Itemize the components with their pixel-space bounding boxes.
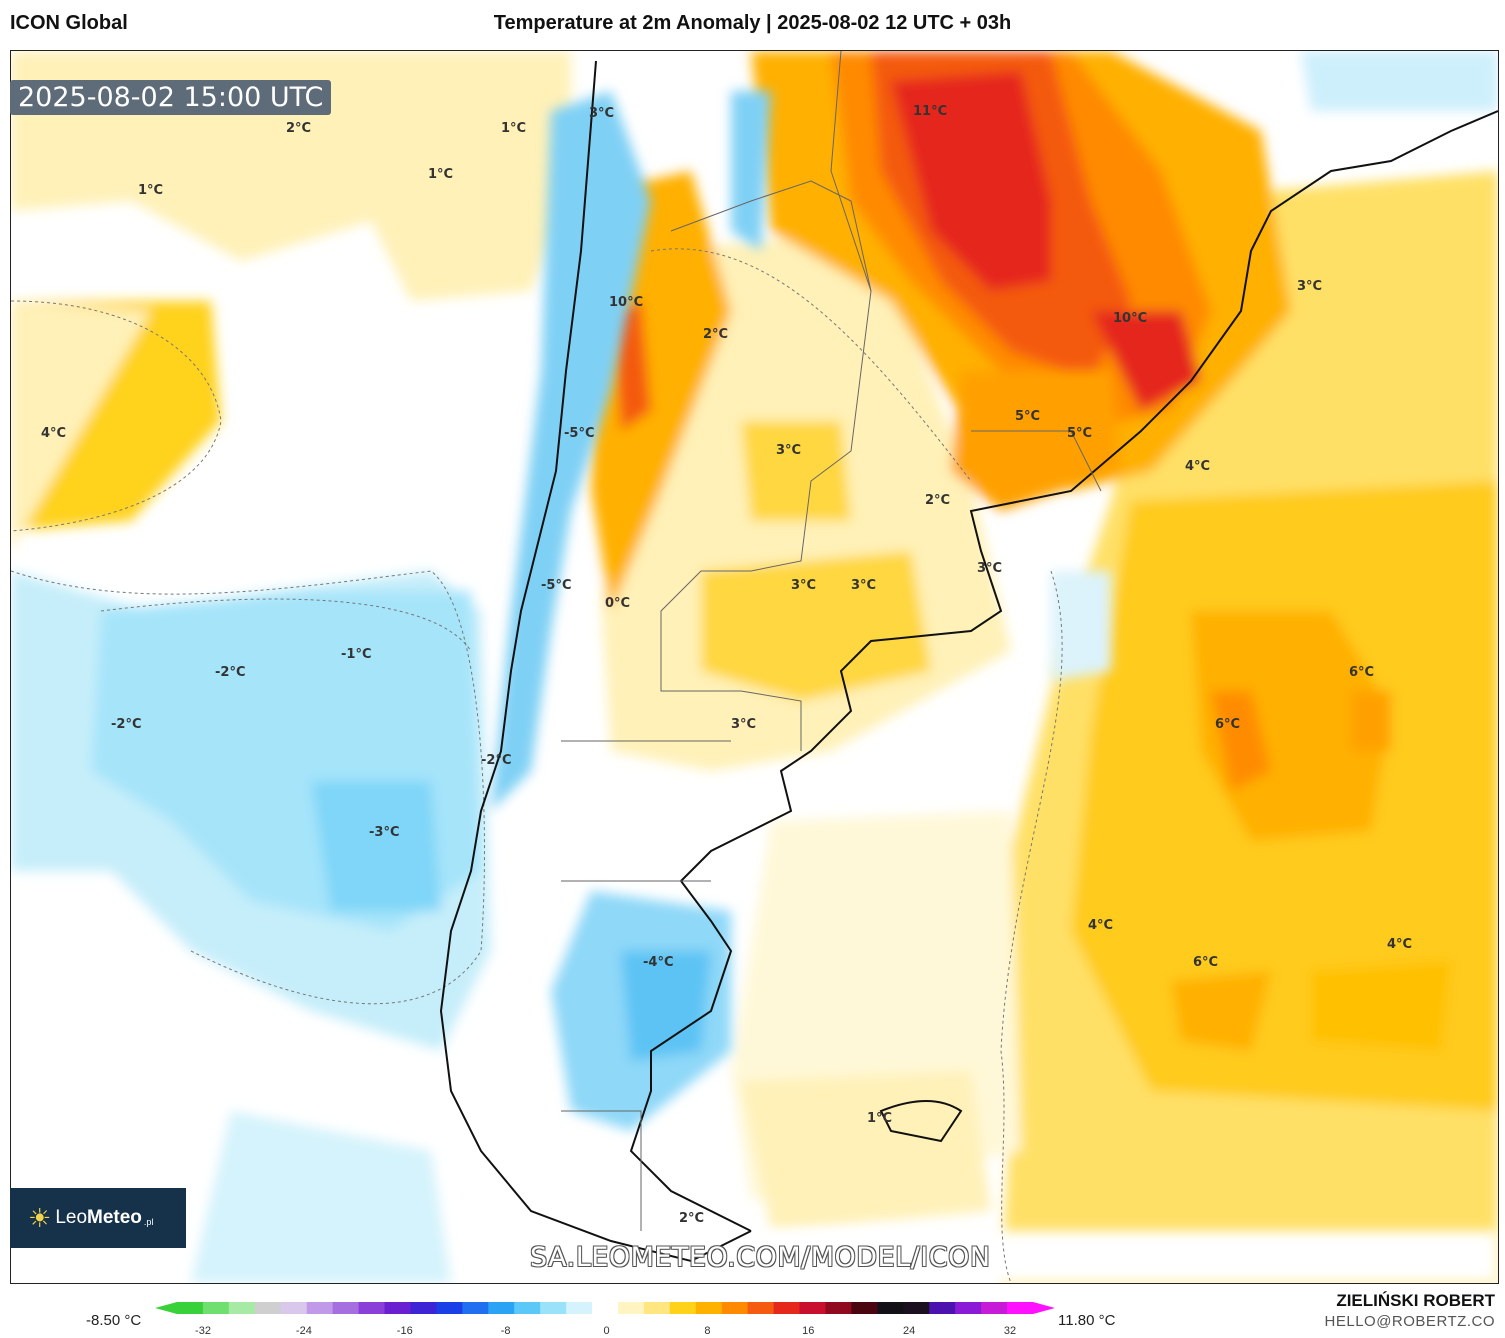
colorbar-swatch xyxy=(1007,1302,1034,1314)
colorbar-min-label: -8.50 °C xyxy=(86,1312,142,1329)
map-label: 3°C xyxy=(731,717,757,732)
map-label: 10°C xyxy=(1113,311,1148,326)
map-label: -5°C xyxy=(541,578,572,593)
colorbar-swatch xyxy=(410,1302,437,1314)
url-watermark: SA.LEOMETEO.COM/MODEL/ICON xyxy=(530,1242,991,1273)
map-label: -4°C xyxy=(643,955,674,970)
colorbar-swatch xyxy=(462,1302,489,1314)
colorbar-max-label: 11.80 °C xyxy=(1058,1312,1116,1329)
map-label: 2°C xyxy=(703,327,729,342)
map-label: 3°C xyxy=(851,578,877,593)
colorbar-swatch xyxy=(877,1302,904,1314)
map-label: 6°C xyxy=(1215,717,1241,732)
colorbar-swatch xyxy=(202,1302,230,1314)
colorbar-swatch xyxy=(592,1302,619,1314)
colorbar-swatch xyxy=(929,1302,956,1314)
map-label: -3°C xyxy=(369,825,400,840)
colorbar-swatch xyxy=(436,1302,463,1314)
map-label: -2°C xyxy=(111,717,142,732)
contour-lines xyxy=(11,248,1063,1283)
map-label: 11°C xyxy=(913,104,948,119)
sun-icon: ☀ xyxy=(28,1202,52,1233)
author-email: HELLO@ROBERTZ.CO xyxy=(1324,1313,1495,1330)
colorbar xyxy=(155,1302,1055,1314)
map-label: 5°C xyxy=(1067,426,1093,441)
colorbar-tick-label: 24 xyxy=(903,1325,916,1337)
colorbar-tick-label: 16 xyxy=(802,1325,815,1337)
colorbar-swatch xyxy=(254,1302,282,1314)
map-label: 10°C xyxy=(609,295,644,310)
map-label: 2°C xyxy=(286,121,312,136)
colorbar-left-arrow xyxy=(155,1302,177,1314)
colorbar-swatch xyxy=(177,1302,204,1314)
coastlines xyxy=(439,60,1498,1263)
colorbar-swatch xyxy=(721,1302,749,1314)
colorbar-swatch xyxy=(566,1302,593,1314)
map-label: -5°C xyxy=(564,426,595,441)
map-label: 1°C xyxy=(428,167,454,182)
cold-anomaly-fields xyxy=(11,51,1498,1283)
map-label: 3°C xyxy=(1297,279,1323,294)
map-label: 0°C xyxy=(605,596,631,611)
colorbar-swatch xyxy=(228,1302,256,1314)
brand-bold: Meteo xyxy=(87,1207,142,1228)
colorbar-swatch xyxy=(280,1302,308,1314)
map-label: 4°C xyxy=(1088,918,1114,933)
colorbar-swatch xyxy=(514,1302,541,1314)
colorbar-swatch xyxy=(306,1302,334,1314)
colorbar-swatch xyxy=(669,1302,697,1314)
valid-time-badge: 2025-08-02 15:00 UTC xyxy=(10,80,332,115)
colorbar-tick-label: 8 xyxy=(704,1325,711,1337)
map-label: -2°C xyxy=(481,753,512,768)
author-name: ZIELIŃSKI ROBERT xyxy=(1336,1291,1495,1310)
colorbar-tick-label: 32 xyxy=(1003,1325,1017,1337)
map-label: 2°C xyxy=(925,493,951,508)
colorbar-tick-label: -32 xyxy=(195,1325,211,1337)
map-label: 4°C xyxy=(41,426,67,441)
brand-suffix: .pl xyxy=(143,1217,154,1227)
map-label: 3°C xyxy=(776,443,802,458)
colorbar-tick-label: -16 xyxy=(396,1325,413,1337)
anomaly-map[interactable]: 3°C 2°C 1°C 1°C 1°C 11°C 10°C 10°C 2°C 3… xyxy=(10,50,1499,1284)
colorbar-swatch xyxy=(540,1302,567,1314)
colorbar-tick-label: 0 xyxy=(603,1325,610,1337)
map-label: 3°C xyxy=(791,578,817,593)
colorbar-swatch xyxy=(384,1302,411,1314)
colorbar-swatch xyxy=(747,1302,775,1314)
colorbar-swatch xyxy=(617,1302,645,1314)
colorbar-swatch xyxy=(981,1302,1008,1314)
colorbar-swatch xyxy=(488,1302,515,1314)
colorbar-swatch xyxy=(695,1302,723,1314)
chart-title: Temperature at 2m Anomaly | 2025-08-02 1… xyxy=(493,12,1012,34)
leometeo-logo[interactable]: ☀ LeoMeteo .pl xyxy=(10,1188,186,1248)
colorbar-right-arrow xyxy=(1033,1302,1055,1314)
colorbar-swatch xyxy=(903,1302,930,1314)
map-label: 1°C xyxy=(501,121,527,136)
map-label: 3°C xyxy=(589,106,615,121)
colorbar-swatch xyxy=(955,1302,982,1314)
colorbar-swatch xyxy=(643,1302,671,1314)
map-label: 2°C xyxy=(679,1211,705,1226)
map-label: 5°C xyxy=(1015,409,1041,424)
borders xyxy=(561,51,1102,1231)
map-label: 3°C xyxy=(977,561,1003,576)
map-label: 6°C xyxy=(1193,955,1219,970)
colorbar-swatch xyxy=(825,1302,852,1314)
map-label: -2°C xyxy=(215,665,246,680)
map-label: 1°C xyxy=(867,1111,893,1126)
model-name: ICON Global xyxy=(10,12,128,34)
map-label: 4°C xyxy=(1185,459,1211,474)
colorbar-swatch xyxy=(799,1302,826,1314)
map-label: 6°C xyxy=(1349,665,1375,680)
colorbar-tick-label: -8 xyxy=(500,1325,511,1337)
colorbar-swatch xyxy=(332,1302,360,1314)
colorbar-tick-label: -24 xyxy=(295,1325,312,1337)
brand-light: Leo xyxy=(55,1207,88,1228)
colorbar-swatch xyxy=(851,1302,878,1314)
map-label: -1°C xyxy=(341,647,372,662)
map-label: 4°C xyxy=(1387,937,1413,952)
colorbar-swatch xyxy=(773,1302,801,1314)
map-label: 1°C xyxy=(138,183,164,198)
colorbar-swatch xyxy=(358,1302,386,1314)
